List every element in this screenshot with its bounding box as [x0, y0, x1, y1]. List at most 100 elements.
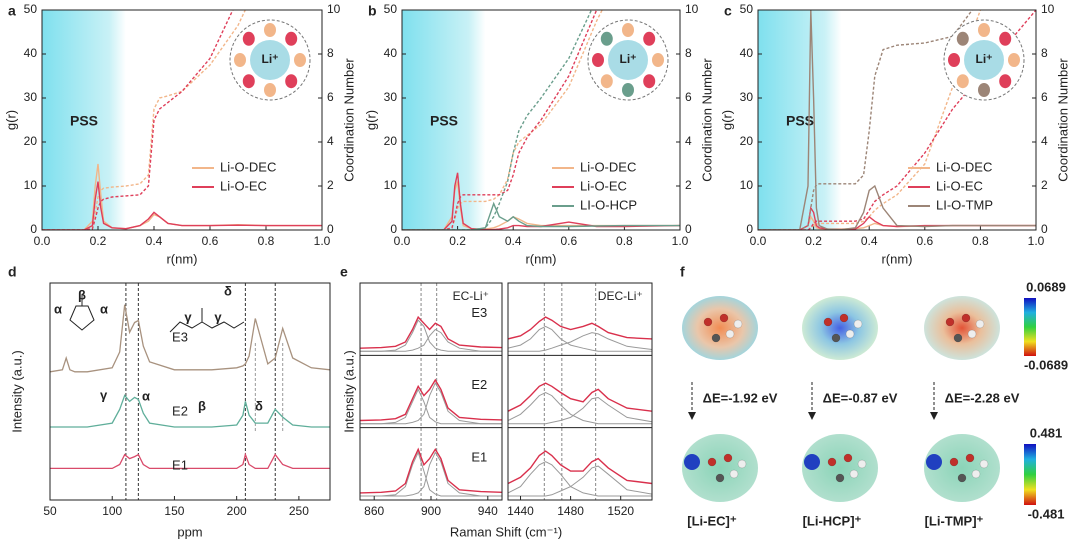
frame — [507, 282, 653, 501]
x-axis-label: r(nm) — [881, 251, 912, 266]
inset-solvent — [643, 31, 656, 46]
peak-label: γ — [100, 387, 108, 402]
plot-area — [360, 315, 502, 497]
spectrum — [50, 452, 330, 470]
fit-component — [508, 396, 652, 425]
fit-component — [360, 382, 502, 425]
atom — [975, 319, 985, 329]
inset-solvent — [600, 74, 613, 89]
atom — [839, 313, 849, 323]
x-axis-label: r(nm) — [166, 251, 197, 266]
fit-component — [360, 451, 502, 497]
x-tick-label: 900 — [421, 504, 441, 518]
inset-label: Li⁺ — [620, 52, 637, 66]
annotation: PSS — [786, 113, 814, 129]
y-tick-label: 0 — [30, 222, 37, 236]
fit-component — [360, 319, 502, 352]
shaded-region — [758, 10, 842, 230]
x-tick-label: 0.8 — [972, 234, 989, 248]
y-tick-label: 10 — [384, 178, 398, 192]
x-tick-label: 0.2 — [805, 234, 822, 248]
y2-tick-label: 2 — [327, 178, 334, 192]
y-tick-label: 0 — [390, 222, 397, 236]
y2-axis-label: Coordination Number — [341, 58, 356, 182]
atom — [979, 459, 989, 469]
fit-component — [508, 465, 652, 497]
atom — [843, 453, 853, 463]
y2-tick-label: 4 — [685, 134, 692, 148]
annotation: EC-Li⁺ — [453, 289, 489, 303]
y2-axis-label: Coordination Number — [1055, 58, 1070, 182]
fit-curve — [360, 378, 502, 422]
y-tick-label: 40 — [384, 46, 398, 60]
x-axis-label: r(nm) — [525, 251, 556, 266]
series-label: E3 — [172, 329, 188, 344]
y2-tick-label: 0 — [685, 222, 692, 236]
atom — [729, 469, 739, 479]
peak-label: β — [198, 398, 206, 413]
inset-solvent — [652, 53, 664, 67]
atom — [967, 329, 977, 339]
x-tick-label: 200 — [227, 504, 247, 518]
atom — [715, 473, 725, 483]
inset-label: Li⁺ — [976, 52, 993, 66]
y2-tick-label: 2 — [1041, 178, 1048, 192]
x-tick-label: 0.4 — [861, 234, 878, 248]
inset-solvent — [622, 23, 634, 37]
inset-solvent — [264, 23, 276, 37]
panel-label: b — [368, 3, 377, 19]
x-tick-label: 0.6 — [916, 234, 933, 248]
cn-curve — [42, 10, 234, 230]
binding-energy: ΔE=-0.87 eV — [823, 390, 898, 405]
y2-tick-label: 0 — [327, 222, 334, 236]
complex-label: [Li-TMP]⁺ — [925, 513, 984, 528]
y-tick-label: 50 — [740, 2, 754, 16]
li-atom — [684, 454, 700, 470]
x-tick-label: 0.0 — [394, 234, 411, 248]
atom — [703, 317, 713, 327]
x-tick-label: 0.8 — [616, 234, 633, 248]
gr-curve — [42, 181, 322, 230]
inset-solvent — [978, 23, 990, 37]
panel-label: f — [680, 264, 685, 280]
peak-label: δ — [255, 398, 263, 413]
x-tick-label: 0.4 — [146, 234, 163, 248]
y-tick-label: 40 — [740, 46, 754, 60]
inset-solvent — [592, 53, 604, 67]
atom — [725, 329, 735, 339]
gr-curve — [758, 206, 1036, 230]
y-axis-label: g(r) — [719, 110, 734, 130]
frame — [401, 9, 681, 231]
cn-curve — [402, 10, 593, 230]
legend-label: Li-O-EC — [220, 178, 267, 193]
inset-solvent — [999, 74, 1012, 89]
fit-component — [360, 450, 502, 497]
atom — [831, 333, 841, 343]
y-tick-label: 20 — [24, 134, 38, 148]
colorbar-min: -0.0689 — [1024, 357, 1068, 372]
panel-label: e — [340, 264, 348, 280]
plot-area — [50, 304, 330, 470]
esp-surface — [924, 434, 1000, 502]
y-axis-label: g(r) — [3, 110, 18, 130]
x-tick-label: 50 — [43, 504, 57, 518]
cn-curve — [42, 10, 247, 230]
atom — [723, 453, 733, 463]
inset-solvent — [622, 83, 634, 97]
series-label: E1 — [172, 457, 188, 472]
atom — [953, 333, 963, 343]
atom — [719, 313, 729, 323]
panel-label: a — [8, 3, 16, 19]
colorbar — [1024, 444, 1036, 505]
y-tick-label: 10 — [740, 178, 754, 192]
series-label: E2 — [172, 403, 188, 418]
arrow-head — [688, 412, 696, 420]
atom — [733, 319, 743, 329]
x-tick-label: 0.6 — [560, 234, 577, 248]
inset-solvent — [956, 31, 969, 46]
gr-curve — [402, 172, 680, 230]
frame — [41, 9, 323, 231]
x-tick-label: 1.0 — [1028, 234, 1045, 248]
